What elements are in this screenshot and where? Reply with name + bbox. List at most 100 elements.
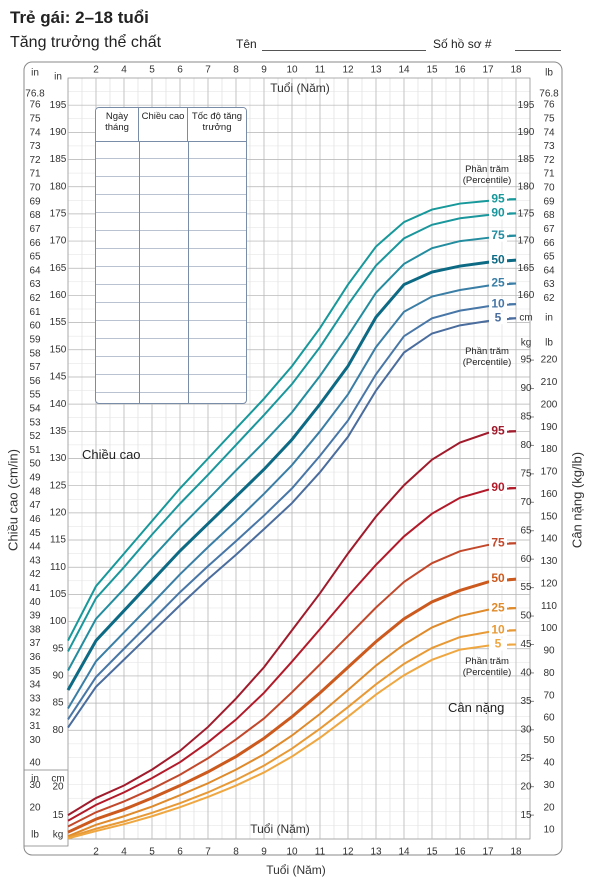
x-tick-label: 2 [93,847,99,858]
y2-tick-label: 170 [541,467,558,478]
unit-label: in [31,774,39,785]
chart-frame [23,61,563,856]
y2-tick-label: 10 [543,825,555,836]
x-tick-label: 11 [315,65,326,76]
y2-tick-label: 43 [29,555,41,566]
y2-tick-label: 64 [29,265,41,276]
y2-tick-label: 45 [29,528,41,539]
y2-tick-label: 50 [543,735,555,746]
weight-label: Cân nặng [448,700,505,715]
x-tick-label: 4 [121,847,127,858]
y2-tick-label: 76.8 [25,89,45,100]
x-tick-label: 14 [398,65,410,76]
legend-label: 10 [491,622,505,636]
y2-tick-label: 140 [541,534,558,545]
y2-tick-label: 210 [541,377,558,388]
table-divider [139,141,140,403]
table-divider [188,141,189,403]
name-line [262,50,426,51]
y-tick-label: 160 [518,290,535,301]
y2-tick-label: 39 [29,611,41,622]
x-tick-label: 15 [426,65,438,76]
label-bg [489,624,507,637]
x-tick-label: 18 [510,847,522,858]
y2-tick-label: 76.8 [539,89,559,100]
percentile-curve [66,258,517,691]
title: Trẻ gái: 2–18 tuổi [10,8,149,27]
y2-tick-label: 67 [29,224,41,235]
label-bg [489,537,507,550]
x-tick-label: 6 [177,65,183,76]
y-tick-label: 190 [50,127,67,138]
y2-tick-label: 62 [29,293,41,304]
legend-label: 5 [495,637,502,651]
legend-label: 75 [491,228,505,242]
y2-tick-label: 59 [29,334,41,345]
x-tick-label: 4 [121,65,127,76]
y-tick-label: 135 [50,426,67,437]
label-bg [489,193,507,206]
y-tick-label: 85 [520,412,532,423]
y2-tick-label: 150 [541,511,558,522]
y2-tick-label: 60 [29,321,41,332]
x-tick-label: 15 [426,847,438,858]
legend-label: 90 [491,480,505,494]
y2-tick-label: 70 [543,690,555,701]
y-tick-label: 155 [50,317,67,328]
y-tick-label: 185 [50,154,67,165]
y-tick-label: 170 [50,236,67,247]
unit-label: cm [51,774,64,785]
y-tick-label: 75 [520,468,532,479]
y-tick-label: 95 [52,643,64,654]
x-tick-label: 5 [149,847,155,858]
unit-label: in [545,313,553,324]
x-tick-label: 16 [454,847,466,858]
y2-tick-label: 48 [29,486,41,497]
y-tick-label: 20 [520,781,532,792]
y2-tick-label: 74 [543,127,555,138]
y2-tick-label: 70 [29,183,41,194]
percentile-curve [67,212,517,652]
y2-tick-label: 90 [543,646,555,657]
y2-tick-label: 46 [29,514,41,525]
y2-tick-label: 72 [543,155,555,166]
legend-label: 95 [491,423,505,437]
name-label: Tên [236,37,257,51]
y2-tick-label: 60 [543,713,555,724]
y-tick-label: 195 [50,100,67,111]
x-tick-label: 17 [482,65,494,76]
percentile-curve [67,629,517,839]
y2-tick-label: 180 [541,444,558,455]
legend-label: 50 [491,571,505,585]
x-tick-label: 7 [205,847,211,858]
unit-label: kg [53,830,64,841]
label-bg [489,602,507,615]
label-bg [489,482,507,495]
y2-tick-label: 74 [29,127,41,138]
percentile-curve [67,577,517,834]
y-axis-title: Cân nặng (kg/lb) [569,452,584,548]
y2-tick-label: 63 [29,279,41,290]
y-tick-label: 15 [52,810,64,821]
y-tick-label: 175 [518,209,535,220]
y2-tick-label: 220 [541,355,558,366]
label-bg [489,298,507,311]
y2-tick-label: 40 [543,758,555,769]
y2-tick-label: 190 [541,422,558,433]
y-tick-label: 165 [518,263,535,274]
y2-tick-label: 35 [29,666,41,677]
y2-tick-label: 49 [29,473,41,484]
x-tick-label: 10 [286,65,298,76]
percentile-label: Phần trăm (Percentile) [462,346,512,368]
y2-tick-label: 58 [29,348,41,359]
x-axis-title: Tuổi (Năm) [270,81,330,95]
y2-tick-label: 72 [29,155,41,166]
y2-tick-label: 76 [29,100,41,111]
y2-tick-label: 40 [29,758,41,769]
y2-tick-label: 30 [29,780,41,791]
percentile-label: Phần trăm (Percentile) [462,164,512,186]
label-bg [489,207,507,220]
x-tick-label: 13 [370,65,382,76]
